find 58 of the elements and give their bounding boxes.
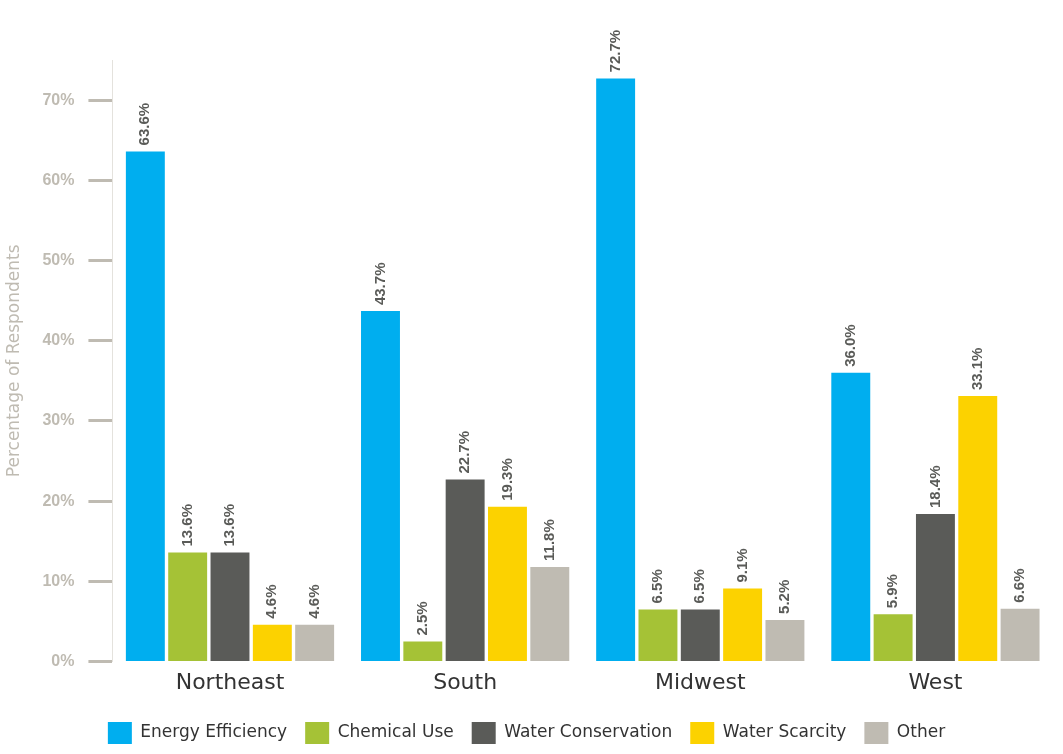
data-label: 6.5% <box>648 569 666 604</box>
legend-label: Energy Efficiency <box>140 721 288 742</box>
data-label: 6.6% <box>1010 568 1028 603</box>
data-label: 5.9% <box>883 574 901 609</box>
bar <box>765 619 805 662</box>
x-tick-label: West <box>908 668 963 694</box>
data-label: 9.1% <box>732 548 750 583</box>
bar <box>680 609 720 662</box>
bar <box>361 311 400 662</box>
data-label: 2.5% <box>412 601 430 636</box>
bar <box>295 624 335 662</box>
bar <box>873 614 913 662</box>
bar <box>210 552 250 662</box>
bar <box>125 151 165 662</box>
x-tick-label: Midwest <box>654 668 746 694</box>
bar <box>831 372 871 662</box>
data-label: 18.4% <box>925 465 943 509</box>
y-tick-label: 70% <box>42 90 75 108</box>
bar <box>1000 608 1040 662</box>
x-tick-label: Northeast <box>175 668 285 694</box>
y-tick-label: 40% <box>42 331 75 349</box>
data-label: 33.1% <box>967 347 985 391</box>
bar <box>638 609 678 662</box>
bar <box>596 78 636 662</box>
legend-label: Water Conservation <box>504 721 673 742</box>
data-label: 13.6% <box>220 503 238 547</box>
legend-label: Chemical Use <box>337 721 454 742</box>
x-tick-label: South <box>433 668 498 694</box>
data-label: 63.6% <box>135 102 153 146</box>
legend-label: Water Scarcity <box>722 721 847 742</box>
y-axis-title: Percentage of Respondents <box>2 244 23 478</box>
data-label: 22.7% <box>455 430 473 474</box>
data-label: 4.6% <box>262 584 280 619</box>
y-tick-label: 30% <box>42 411 75 429</box>
bar <box>403 641 443 662</box>
y-tick-label: 20% <box>42 491 75 509</box>
data-label: 5.2% <box>775 579 793 614</box>
bar <box>915 514 955 662</box>
data-label: 36.0% <box>840 324 858 367</box>
data-label: 4.6% <box>304 584 322 619</box>
data-label: 72.7% <box>605 29 623 73</box>
data-label: 19.3% <box>497 458 515 501</box>
y-tick-label: 0% <box>51 652 75 670</box>
data-label: 13.6% <box>177 503 195 547</box>
y-tick-label: 10% <box>42 571 75 589</box>
y-tick-label: 50% <box>42 250 75 268</box>
data-label: 11.8% <box>539 519 557 561</box>
bar <box>530 566 570 662</box>
data-label: 43.7% <box>370 262 388 306</box>
bar <box>168 552 208 662</box>
bar <box>445 479 485 662</box>
data-label: 6.5% <box>690 569 708 604</box>
bar <box>723 588 763 662</box>
bar <box>488 506 527 662</box>
bar <box>252 624 292 662</box>
legend-label: Other <box>896 721 946 742</box>
y-tick-label: 60% <box>42 170 75 188</box>
bar <box>958 396 998 662</box>
